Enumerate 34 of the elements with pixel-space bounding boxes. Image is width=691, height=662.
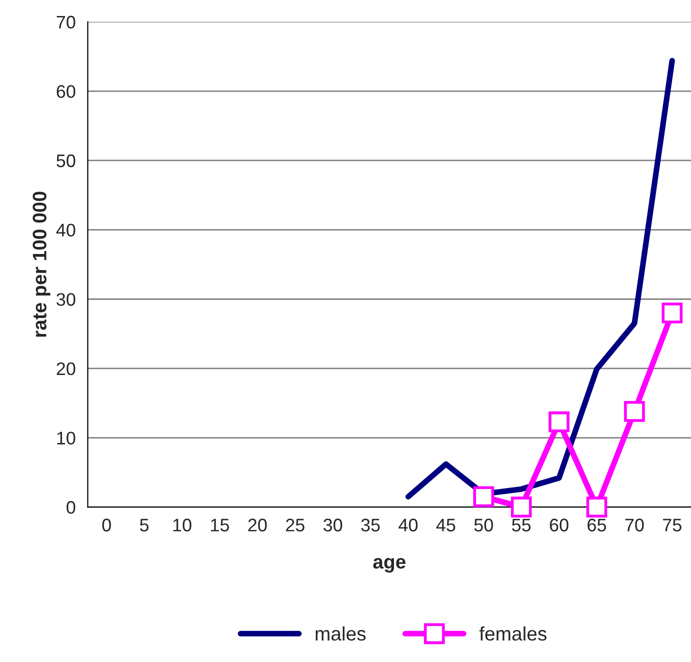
x-tick-label: 5 xyxy=(140,518,149,532)
legend-label: females xyxy=(479,626,546,641)
x-tick-label: 35 xyxy=(361,518,380,532)
x-tick-label: 50 xyxy=(474,518,493,532)
x-tick-label: 10 xyxy=(173,518,192,532)
x-tick-label: 0 xyxy=(102,518,111,532)
x-tick-label: 20 xyxy=(248,518,267,532)
x-tick-label: 30 xyxy=(323,518,342,532)
y-tick-label: 70 xyxy=(56,16,76,29)
x-tick-label: 45 xyxy=(436,518,456,532)
y-tick-label: 40 xyxy=(56,224,76,237)
y-tick-label: 60 xyxy=(56,85,76,98)
point xyxy=(473,486,494,508)
x-tick-label: 40 xyxy=(398,518,418,532)
y-axis-title: rate per 100 000 xyxy=(32,192,50,337)
x-tick-label: 60 xyxy=(550,518,568,532)
point xyxy=(624,401,645,422)
y-tick-label: 50 xyxy=(56,154,76,168)
point xyxy=(586,496,608,518)
x-tick-label: 15 xyxy=(211,518,229,532)
point xyxy=(548,411,570,432)
x-tick-label: 55 xyxy=(512,518,531,532)
legend-label: males xyxy=(316,626,366,641)
point xyxy=(510,496,532,518)
y-tick-label: 10 xyxy=(57,432,76,444)
y-tick-label: 20 xyxy=(56,362,76,376)
point xyxy=(662,302,683,324)
y-tick-label: 0 xyxy=(66,501,76,514)
x-tick-label: 25 xyxy=(286,518,304,532)
x-tick-label: 70 xyxy=(625,518,644,532)
x-tick-label: 75 xyxy=(663,518,682,532)
x-axis-title: age xyxy=(373,558,406,573)
y-tick-label: 30 xyxy=(56,293,76,306)
x-tick-label: 65 xyxy=(588,518,606,532)
